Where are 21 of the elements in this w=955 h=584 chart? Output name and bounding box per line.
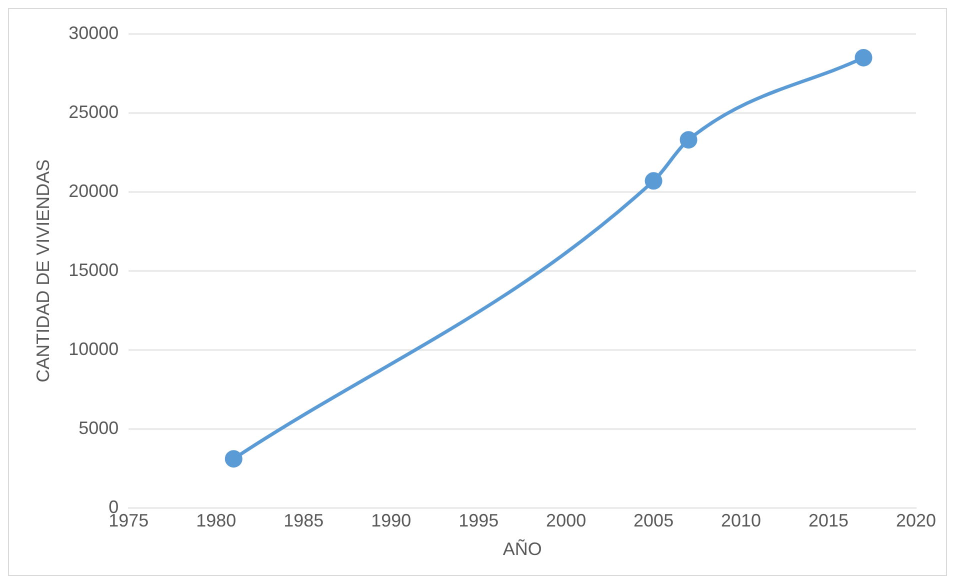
- point: [680, 131, 698, 149]
- point: [854, 48, 872, 66]
- x-tick-label: 2010: [721, 510, 762, 531]
- y-tick-label: 25000: [68, 102, 119, 122]
- y-tick-label: 30000: [68, 22, 119, 43]
- x-tick-label: 2020: [896, 510, 936, 531]
- x-tick-label: 2005: [634, 510, 674, 531]
- x-tick-label: 1985: [284, 510, 324, 531]
- x-axis-title: AÑO: [502, 539, 542, 560]
- y-tick-label: 10000: [68, 338, 119, 359]
- x-tick-label: 2000: [546, 510, 586, 531]
- x-tick-label: 2015: [808, 510, 849, 531]
- y-tick-label: 5000: [78, 418, 119, 438]
- point: [644, 172, 662, 190]
- y-tick-label: 20000: [68, 180, 119, 201]
- y-tick-label: 15000: [68, 260, 119, 280]
- point: [224, 450, 242, 468]
- x-tick-label: 1980: [196, 510, 236, 531]
- x-tick-label: 1995: [458, 510, 499, 531]
- x-tick-label: 1990: [371, 510, 412, 531]
- y-axis-title: CANTIDAD DE VIVIENDAS: [32, 159, 53, 382]
